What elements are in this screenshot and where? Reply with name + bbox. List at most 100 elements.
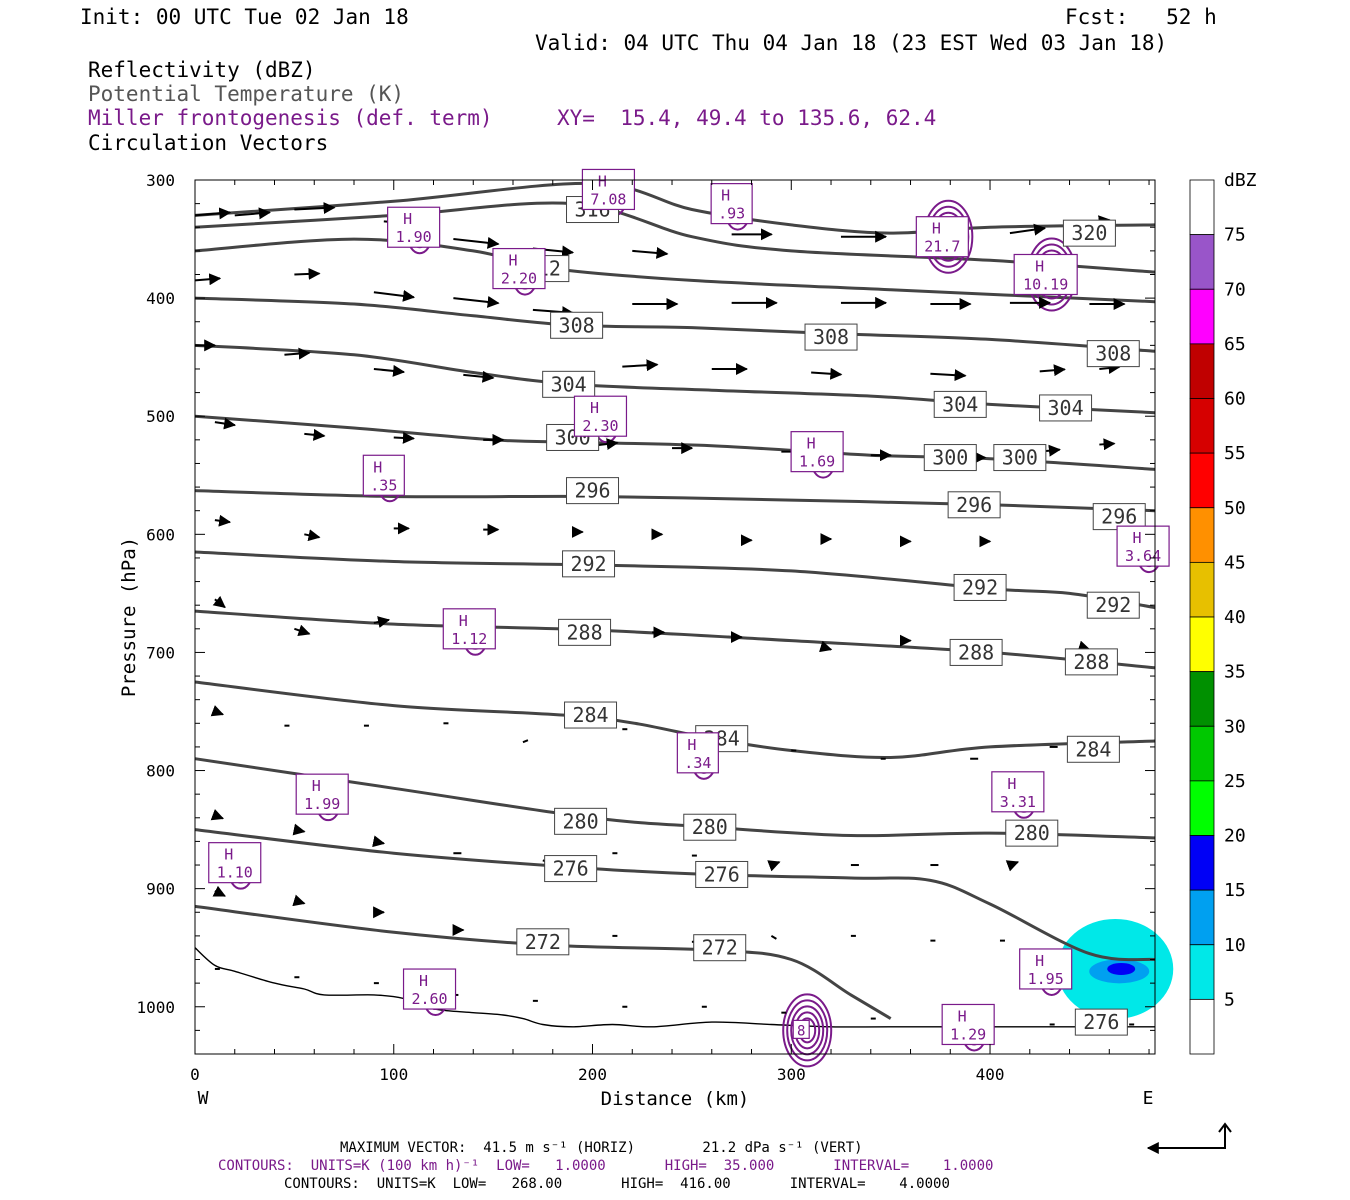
theta-contour-276 [194,828,1156,962]
svg-text:292: 292 [1095,593,1131,617]
theta-label: 280 [1005,819,1059,847]
theta-label: 296 [947,491,1001,519]
theta-contour-296 [194,489,1156,513]
circulation-vector [811,367,843,380]
svg-text:H: H [1133,529,1142,547]
theta-contour-292 [194,550,1156,610]
circulation-vector [463,370,495,383]
svg-text:284: 284 [1075,737,1111,761]
svg-text:1.99: 1.99 [304,795,340,813]
theta-label: 296 [1092,503,1146,531]
theta-label: 308 [550,311,604,339]
circulation-vector [632,246,669,259]
svg-text:276: 276 [1083,1010,1119,1034]
svg-text:296: 296 [956,493,992,517]
east-label: E [1143,1088,1154,1109]
svg-text:292: 292 [570,552,606,576]
circulation-vector [210,809,224,821]
x-axis-title: Distance (km) [601,1088,750,1110]
svg-text:H: H [459,612,468,630]
theta-label: 272 [693,934,747,962]
colorbar-bin [1189,398,1215,454]
colorbar-bin [1189,780,1215,836]
field-theta: Potential Temperature (K) [88,82,405,106]
svg-text:300: 300 [932,446,968,470]
circulation-vector [284,347,311,360]
colorbar-tick-label: 60 [1224,389,1246,410]
svg-text:H: H [403,210,412,228]
svg-text:276: 276 [704,862,740,886]
theta-label: 288 [1064,648,1118,676]
svg-text:320: 320 [1071,221,1107,245]
svg-text:276: 276 [553,857,589,881]
circulation-vector [214,417,237,430]
theta-contour-284 [194,680,1156,760]
xy-label: XY= 15.4, 49.4 to 135.6, 62.4 [557,106,937,130]
colorbar-tick-label: 5 [1224,989,1235,1010]
theta-label: 308 [1086,340,1140,368]
colorbar-tick-label: 10 [1224,935,1246,956]
svg-text:7.08: 7.08 [590,190,626,208]
field-reflectivity: Reflectivity (dBZ) [88,58,316,82]
circulation-vector [234,207,271,220]
theta-label: 272 [516,928,570,956]
theta-label: 300 [923,444,977,472]
fronto-max-label: H2.30 [573,395,628,437]
fronto-max-label: H1.99 [295,773,349,815]
forecast-label: Fcst: 52 h [1065,5,1217,29]
x-tick-label: 200 [578,1065,607,1084]
svg-text:2.30: 2.30 [582,417,618,435]
circulation-vector [1099,362,1121,375]
svg-text:304: 304 [1047,396,1083,420]
circulation-vector [1099,438,1116,451]
circulation-vector [294,267,321,280]
colorbar-bin [1189,234,1215,290]
theta-label: 292 [953,573,1007,601]
theta-contour-304 [194,343,1156,415]
circulation-vector [373,289,416,302]
theta-label: 308 [804,323,858,351]
circulation-vector [1005,860,1020,872]
colorbar-tick-label: 15 [1224,880,1246,901]
svg-text:296: 296 [574,479,610,503]
field-frontogenesis: Miller frontogenesis (def. term) [88,106,493,130]
reflectivity-area [1107,962,1136,975]
svg-text:272: 272 [702,936,738,960]
circulation-vector [304,428,326,441]
fronto-contour [782,993,833,1068]
y-tick-label: 800 [146,762,175,781]
theta-label: 304 [1039,394,1093,422]
fronto-max-label: H3.64 [1116,525,1170,567]
y-tick-label: 500 [146,407,175,426]
svg-text:280: 280 [1014,821,1050,845]
fronto-max-label: H2.20 [492,247,546,290]
svg-text:1.29: 1.29 [950,1025,986,1043]
theta-contour-272 [194,904,892,1020]
fronto-contour [786,999,829,1062]
fronto-max-label: H.35 [362,454,405,496]
circulation-vector [214,514,232,527]
svg-text:304: 304 [551,372,587,396]
svg-text:H: H [419,972,428,990]
fronto-max-label: H3.31 [991,771,1045,813]
colorbar-bin [1189,179,1215,236]
svg-text:3.64: 3.64 [1125,547,1161,565]
colorbar-tick-label: 55 [1224,443,1246,464]
circulation-vector [372,835,386,848]
circulation-vector [292,823,306,836]
x-tick-label: 100 [379,1065,408,1084]
colorbar-bin [1189,725,1215,782]
y-tick-label: 700 [146,643,175,662]
fronto-max-label: H1.12 [442,608,496,650]
svg-text:2.60: 2.60 [411,990,447,1008]
svg-text:10.19: 10.19 [1023,275,1068,293]
colorbar-bin [1189,998,1215,1055]
colorbar-tick-label: 65 [1224,334,1246,355]
circulation-vector [767,860,781,872]
fronto-max-label: H.34 [676,732,719,774]
theta-contour-300 [194,414,1156,471]
circulation-vector [294,202,336,215]
fronto-max-label: H21.7 [915,216,969,258]
circulation-vector [212,885,226,897]
